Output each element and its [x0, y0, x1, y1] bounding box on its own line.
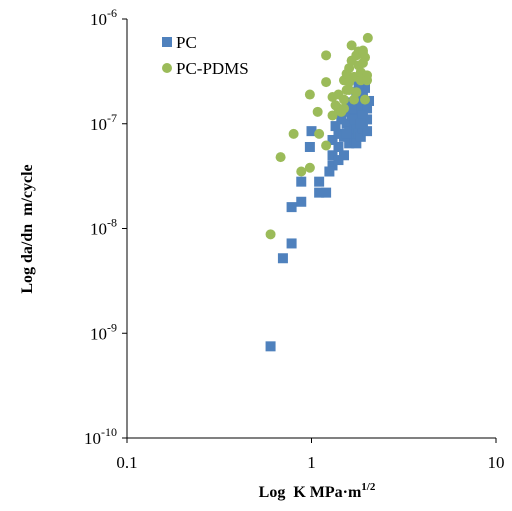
y-tick-label: 10-9 [90, 320, 117, 343]
legend-item: PC [162, 33, 197, 52]
x-tick-label: 10 [488, 453, 505, 472]
pc-data-point [296, 176, 307, 187]
pc-data-point [333, 141, 344, 152]
pc-data-point [333, 128, 344, 139]
pc-data-point [357, 110, 368, 121]
pc-pdms-data-point [265, 229, 276, 240]
y-tick-label: 10-10 [84, 425, 117, 448]
x-axis-title-text: Log K MPa·m [259, 484, 362, 501]
pc-data-point [330, 121, 341, 132]
pc-data-point [351, 138, 362, 149]
pc-data-point [333, 155, 344, 166]
data-markers [265, 32, 375, 352]
pc-pdms-data-point [362, 75, 373, 86]
y-tick-label: 10-6 [90, 6, 117, 29]
pc-data-point [360, 82, 371, 93]
legend-label: PC-PDMS [176, 59, 249, 78]
pc-pdms-data-point [288, 128, 299, 139]
pc-pdms-data-point [362, 32, 373, 43]
pc-pdms-data-point [344, 84, 355, 95]
x-tick-label: 1 [307, 453, 316, 472]
pc-pdms-data-point [275, 152, 286, 163]
y-tick-base: 10 [84, 429, 101, 448]
pc-data-point [265, 341, 276, 352]
legend-circle-marker [162, 63, 172, 73]
y-tick-base: 10 [90, 220, 107, 239]
pc-pdms-data-point [338, 94, 349, 105]
legend-square-marker [162, 37, 172, 47]
y-axis-title: Log da/dn m/cycle [19, 164, 36, 293]
pc-data-point [341, 128, 352, 139]
x-tick-labels: 0.1 1 10 [116, 438, 505, 472]
pc-data-point [286, 202, 297, 213]
x-axis-title-superscript: 1/2 [361, 481, 376, 493]
pc-pdms-data-point [314, 128, 325, 139]
y-tick-base: 10 [90, 115, 107, 134]
y-tick-exponent: -10 [101, 425, 117, 439]
pc-pdms-data-point [321, 77, 332, 88]
pc-pdms-data-point [357, 58, 368, 69]
y-tick-exponent: -7 [107, 111, 117, 125]
y-tick-exponent: -6 [107, 6, 117, 20]
pc-data-point [314, 176, 325, 187]
pc-data-point [344, 97, 355, 108]
y-tick-base: 10 [90, 324, 107, 343]
series-pc [265, 78, 375, 352]
y-tick-exponent: -8 [107, 216, 117, 230]
legend: PC PC-PDMS [162, 33, 249, 78]
pc-pdms-data-point [360, 94, 371, 105]
pc-pdms-data-point [327, 110, 338, 121]
pc-pdms-data-point [321, 50, 332, 61]
pc-data-point [296, 196, 307, 207]
x-axis-title: Log K MPa·m1/2 [259, 481, 376, 501]
pc-data-point [304, 141, 315, 152]
y-tick-exponent: -9 [107, 320, 117, 334]
pc-data-point [355, 100, 366, 111]
pc-data-point [362, 126, 373, 137]
pc-data-point [338, 150, 349, 161]
pc-data-point [336, 114, 347, 125]
pc-pdms-data-point [304, 162, 315, 173]
series-pc-pdms [265, 32, 373, 240]
pc-data-point [327, 150, 338, 161]
pc-pdms-data-point [296, 166, 307, 177]
y-tick-base: 10 [90, 10, 107, 29]
pc-pdms-data-point [304, 89, 315, 100]
pc-data-point [355, 118, 366, 129]
legend-item: PC-PDMS [162, 59, 249, 78]
legend-label: PC [176, 33, 197, 52]
pc-data-point [327, 160, 338, 171]
y-tick-label: 10-7 [90, 111, 117, 134]
x-tick-label: 0.1 [116, 453, 137, 472]
axes [126, 19, 496, 439]
pc-data-point [324, 166, 335, 177]
pc-data-point [306, 126, 317, 137]
pc-data-point [321, 187, 332, 198]
pc-data-point [362, 103, 373, 114]
pc-data-point [349, 114, 360, 125]
y-tick-label: 10-8 [90, 216, 117, 239]
pc-data-point [286, 238, 297, 249]
pc-pdms-data-point [321, 140, 332, 151]
pc-pdms-data-point [338, 103, 349, 114]
pc-data-point [277, 253, 288, 264]
pc-data-point [346, 103, 357, 114]
pc-data-point [327, 134, 338, 145]
pc-data-point [341, 118, 352, 129]
pc-pdms-data-point [346, 40, 357, 51]
pc-data-point [355, 131, 366, 142]
pc-pdms-data-point [312, 106, 323, 117]
pc-data-point [314, 187, 325, 198]
